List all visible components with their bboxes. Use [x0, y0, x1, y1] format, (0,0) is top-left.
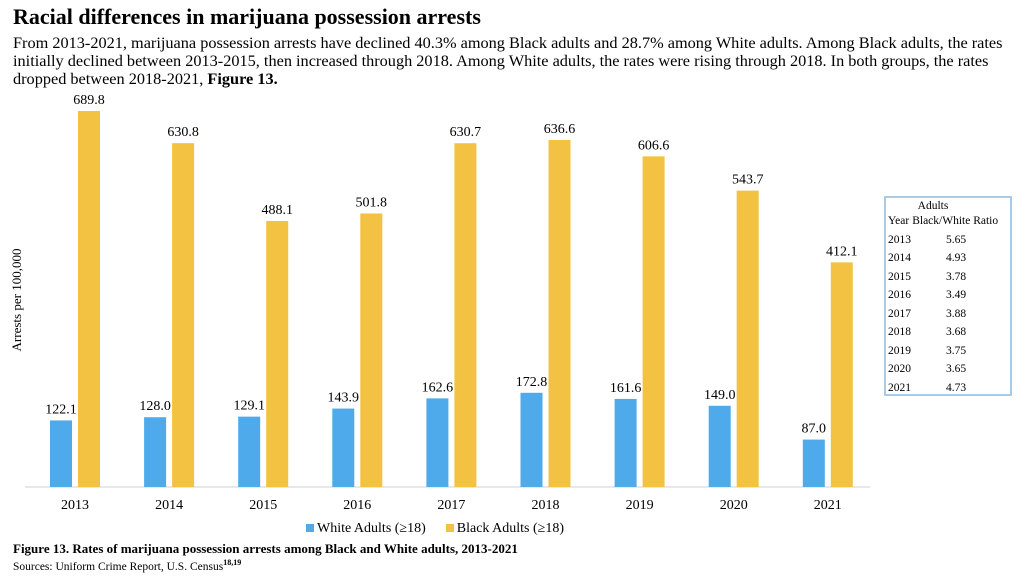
bar-white — [802, 439, 825, 487]
bar-black — [266, 220, 289, 487]
bar-black — [830, 262, 853, 487]
x-tick-label: 2017 — [437, 498, 465, 513]
bar-black — [172, 143, 195, 488]
intro-text: From 2013-2021, marijuana possession arr… — [13, 33, 1003, 88]
x-tick-label: 2013 — [61, 498, 89, 513]
data-label-black: 488.1 — [261, 203, 293, 218]
ratio-year: 2019 — [888, 344, 911, 357]
ratio-value: 4.93 — [945, 252, 967, 265]
bar-black — [78, 111, 100, 487]
ratio-value: 4.73 — [945, 381, 967, 394]
sources-text: Sources: Uniform Crime Report, U.S. Cens… — [13, 560, 224, 573]
data-label-white: 122.1 — [45, 402, 77, 417]
figure-caption: Figure 13. Rates of marijuana possession… — [13, 541, 518, 556]
bar-black — [548, 139, 571, 488]
page-title: Racial differences in marijuana possessi… — [13, 4, 481, 29]
bar-white — [238, 416, 261, 487]
ratio-value: 3.88 — [945, 307, 967, 320]
data-label-white: 128.0 — [139, 399, 171, 414]
ratio-table-title: Adults — [917, 200, 949, 212]
data-label-black: 636.6 — [544, 122, 576, 137]
data-label-white: 149.0 — [704, 388, 736, 403]
legend-label-black: Black Adults (≥18) — [456, 521, 565, 536]
ratio-year: 2013 — [888, 233, 911, 246]
data-label-black: 630.7 — [450, 125, 482, 140]
ratio-year: 2020 — [888, 363, 911, 376]
data-label-white: 172.8 — [516, 375, 548, 390]
legend-white: White Adults (≥18) — [306, 521, 426, 537]
data-label-black: 689.8 — [73, 93, 105, 108]
ratio-table: Adults Year Black/White Ratio 2013 5.65 201… — [884, 196, 1012, 396]
data-label-black: 501.8 — [356, 195, 388, 210]
data-label-black: 412.1 — [826, 244, 858, 259]
ratio-row: 2013 5.65 — [888, 231, 1008, 250]
x-tick-label: 2014 — [155, 498, 183, 513]
ratio-year: 2018 — [888, 326, 911, 339]
ratio-row: 2021 4.73 — [888, 379, 1008, 398]
ratio-row: 2015 3.78 — [888, 268, 1008, 287]
intro-paragraph: From 2013-2021, marijuana possession arr… — [13, 34, 1018, 88]
ratio-header-ratio: Black/White Ratio — [912, 215, 999, 228]
data-label-black: 630.8 — [167, 125, 199, 140]
ratio-row: 2016 3.49 — [888, 286, 1008, 305]
ratio-row: 2020 3.65 — [888, 360, 1008, 379]
x-tick-label: 2015 — [249, 498, 277, 513]
ratio-row: 2014 4.93 — [888, 249, 1008, 268]
chart-legend: White Adults (≥18) Black Adults (≥18) — [306, 521, 564, 537]
ratio-value: 5.65 — [945, 233, 967, 246]
x-tick-label: 2018 — [532, 498, 560, 513]
y-axis-label: Arrests per 100,000 — [9, 249, 24, 352]
ratio-row: 2019 3.75 — [888, 342, 1008, 361]
ratio-year: 2015 — [888, 270, 911, 283]
ratio-header-year: Year — [888, 215, 910, 228]
bar-white — [332, 408, 355, 487]
bar-white — [50, 420, 72, 487]
bar-white — [144, 417, 167, 487]
data-label-black: 606.6 — [638, 138, 670, 153]
data-label-white: 162.6 — [422, 380, 454, 395]
bar-white — [614, 398, 637, 487]
ratio-row: 2018 3.68 — [888, 323, 1008, 342]
x-tick-label: 2020 — [720, 498, 748, 513]
ratio-value: 3.68 — [945, 326, 967, 339]
sources: Sources: Uniform Crime Report, U.S. Cens… — [13, 558, 241, 573]
data-label-black: 543.7 — [732, 173, 764, 188]
ratio-value: 3.75 — [945, 344, 967, 357]
bar-black — [736, 190, 759, 487]
x-tick-label: 2019 — [626, 498, 654, 513]
ratio-year: 2021 — [888, 381, 911, 394]
sources-refs: 18,19 — [223, 558, 242, 567]
ratio-year: 2014 — [888, 252, 911, 265]
ratio-value: 3.78 — [945, 270, 967, 283]
ratio-row: 2017 3.88 — [888, 305, 1008, 324]
bar-white — [708, 405, 731, 487]
ratio-value: 3.49 — [945, 289, 967, 302]
bar-black — [360, 213, 383, 487]
x-tick-label: 2016 — [343, 498, 371, 513]
data-label-white: 161.6 — [610, 381, 642, 396]
legend-black: Black Adults (≥18) — [445, 521, 565, 537]
ratio-year: 2017 — [888, 307, 911, 320]
data-label-white: 143.9 — [328, 391, 360, 406]
bar-white — [426, 398, 449, 487]
legend-swatch-white — [306, 524, 314, 532]
data-label-white: 87.0 — [802, 422, 827, 437]
legend-label-white: White Adults (≥18) — [317, 521, 426, 536]
bar-white — [520, 392, 543, 487]
ratio-value: 3.65 — [945, 363, 967, 376]
legend-swatch-black — [445, 524, 454, 532]
intro-figure-ref: Figure 13. — [207, 69, 278, 88]
data-label-white: 129.1 — [233, 399, 265, 414]
bar-black — [642, 156, 665, 487]
x-tick-label: 2021 — [814, 498, 842, 513]
bar-black — [454, 143, 477, 488]
ratio-year: 2016 — [888, 289, 911, 302]
